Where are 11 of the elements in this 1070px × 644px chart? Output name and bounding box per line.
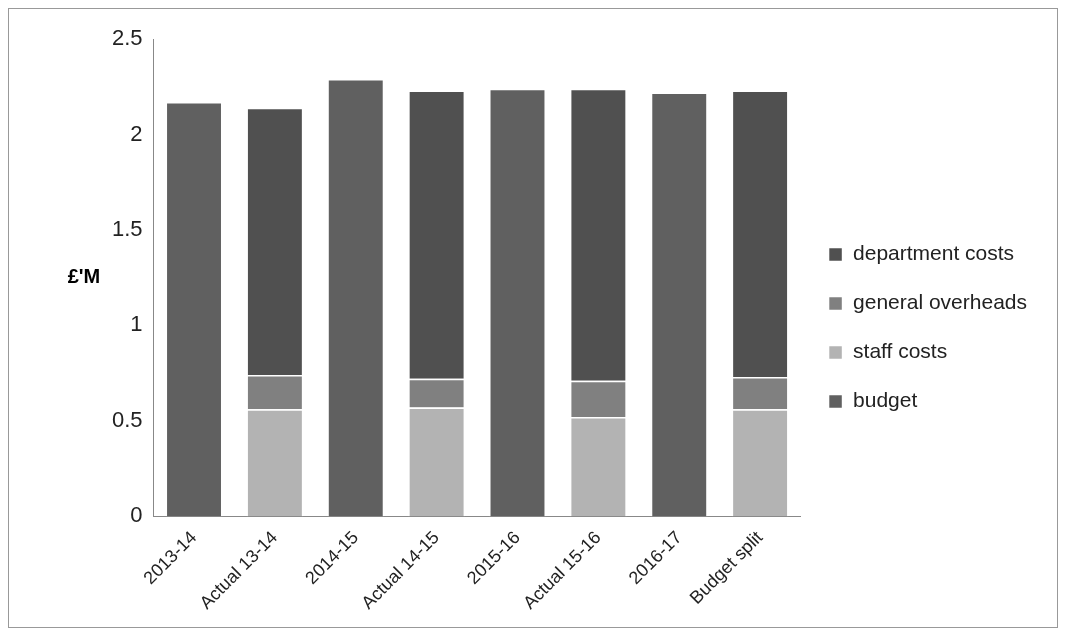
- y-tick-label: 1.5: [111, 215, 143, 241]
- legend-label: budget: [853, 388, 918, 412]
- y-tick-label: 0.5: [111, 406, 143, 432]
- y-tick-label: 2: [130, 120, 143, 146]
- legend-label: department costs: [853, 241, 1015, 265]
- y-axis-title: £'M: [67, 265, 101, 288]
- y-tick-label: 2.5: [111, 25, 143, 51]
- legend-label: staff costs: [853, 339, 948, 363]
- y-tick-label: 0: [130, 502, 143, 528]
- y-tick-label: 1: [130, 311, 143, 337]
- legend-label: general overheads: [853, 290, 1028, 314]
